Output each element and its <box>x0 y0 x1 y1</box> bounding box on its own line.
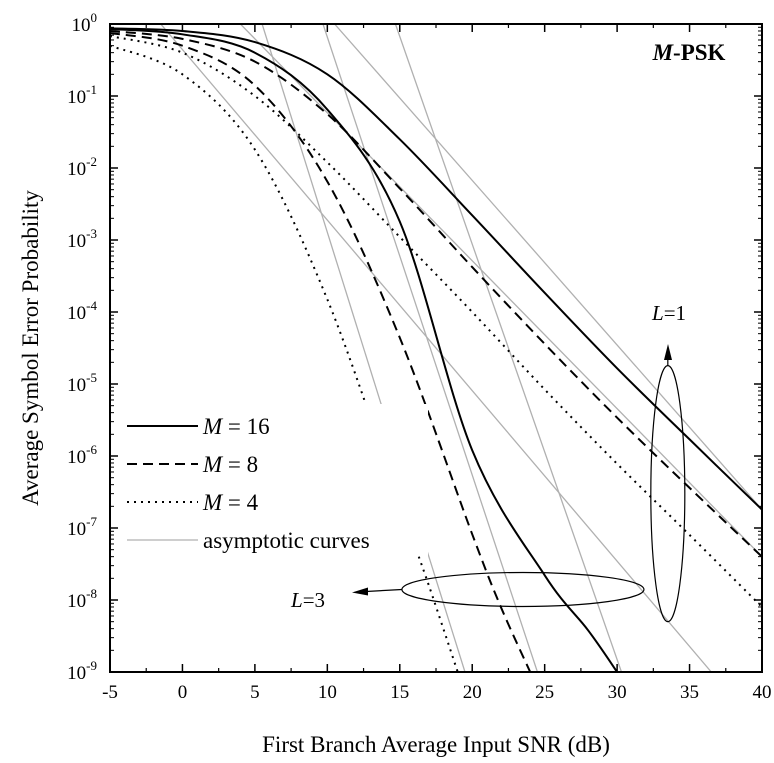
annotation-layer: L=1 L=3 <box>290 301 686 623</box>
y-tick-label: 10-5 <box>67 370 97 396</box>
x-tick-label: 5 <box>250 682 260 703</box>
y-axis-title: Average Symbol Error Probability <box>18 190 43 506</box>
x-tick-label: 25 <box>535 682 554 703</box>
arrow-l3 <box>365 588 402 593</box>
series-l1-m16 <box>110 27 762 511</box>
series-l3-m16 <box>110 28 618 672</box>
asymptote-l3-m8 <box>322 24 539 672</box>
y-tick-label: 10-4 <box>67 298 97 324</box>
legend-background <box>120 404 428 556</box>
tick-layer <box>109 23 763 673</box>
series-l3-m8 <box>110 32 532 672</box>
asymptote-l1-m4 <box>160 24 712 672</box>
x-tick-label: 35 <box>680 682 699 703</box>
y-tick-label: 10-7 <box>67 514 97 540</box>
legend-label-m4: M = 4 <box>202 490 259 515</box>
asymptote-l1-m16 <box>334 24 762 511</box>
x-tick-label: 10 <box>318 682 337 703</box>
x-tick-label: 0 <box>178 682 188 703</box>
x-tick-label: -5 <box>102 682 118 703</box>
ellipse-l3 <box>401 571 645 608</box>
x-tick-label: 20 <box>463 682 482 703</box>
y-tick-label: 10-9 <box>67 658 97 684</box>
series-l3-m4 <box>110 44 459 672</box>
asymptote-l3-m16 <box>394 24 623 672</box>
y-tick-label: 10-3 <box>67 226 97 252</box>
y-tick-label: 100 <box>72 10 98 36</box>
arrowhead-l1 <box>664 344 672 360</box>
asymptote-layer <box>160 24 762 672</box>
series-l1-m8 <box>110 30 762 558</box>
y-tick-label: 10-1 <box>67 82 97 108</box>
x-axis-title: First Branch Average Input SNR (dB) <box>262 732 610 757</box>
legend-label-asymptotic: asymptotic curves <box>203 528 370 553</box>
legend: M = 16 M = 8 M = 4 asymptotic curves <box>120 404 428 556</box>
asymptote-l3-m4 <box>261 24 466 672</box>
arrowhead-l3 <box>352 587 368 596</box>
chart-title: M-PSK <box>652 40 726 65</box>
asymptote-l1-m8 <box>239 24 762 558</box>
x-tick-label: 30 <box>608 682 627 703</box>
label-layer: -5 0 5 10 15 20 25 30 35 40 100 10-1 10-2 10-3 10-4 10-… <box>67 10 771 703</box>
annotation-l1: L=1 <box>651 301 686 325</box>
y-tick-label: 10-8 <box>67 586 97 612</box>
x-tick-label: 40 <box>753 682 772 703</box>
y-tick-label: 10-2 <box>67 154 97 180</box>
legend-label-m16: M = 16 <box>202 414 270 439</box>
legend-label-m8: M = 8 <box>202 452 258 477</box>
annotation-l3: L=3 <box>290 588 325 612</box>
y-tick-label: 10-6 <box>67 442 97 468</box>
x-tick-label: 15 <box>390 682 409 703</box>
series-layer <box>110 27 762 672</box>
